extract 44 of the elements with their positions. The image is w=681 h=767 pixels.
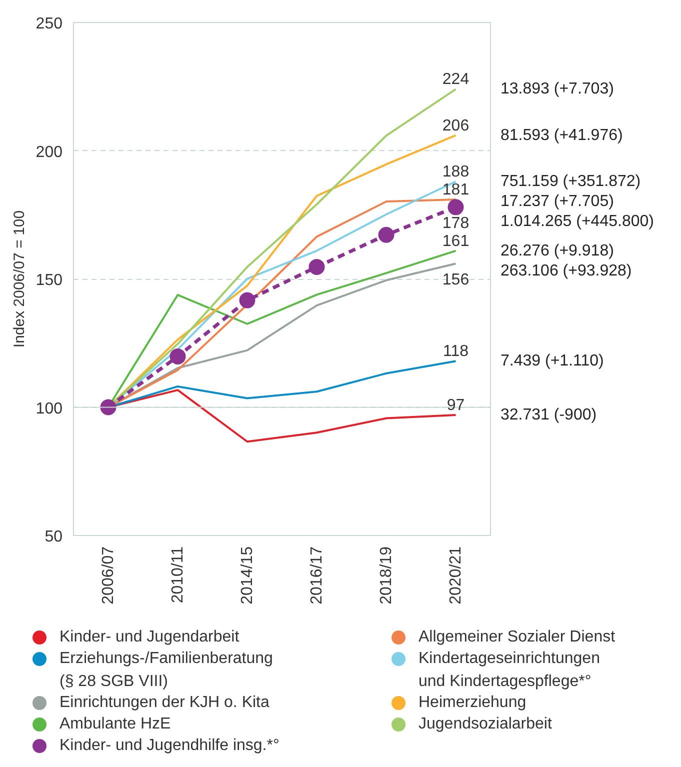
legend-label: Ambulante HzE: [60, 716, 171, 732]
y-tick-label: 200: [36, 144, 63, 161]
data-label: 178: [442, 215, 470, 232]
legend-label: Jugendsozialarbeit: [418, 716, 552, 732]
legend-label: Einrichtungen der KJH o. Kita: [60, 694, 270, 711]
x-tick-label: 2020/21: [447, 546, 464, 604]
x-tick-label: 2006/07: [100, 546, 117, 604]
point: [170, 348, 186, 364]
y-tick-label: 250: [36, 16, 63, 32]
data-label: 188: [442, 164, 470, 181]
data-label: 224: [442, 71, 470, 88]
point: [448, 199, 464, 216]
text: 263.106 (+93.928): [500, 262, 632, 280]
y-tick-label: 50: [44, 528, 63, 546]
text: 81.593 (+41.976): [500, 126, 623, 144]
legend-label: Allgemeiner Sozialer Dienst: [418, 628, 616, 646]
point: [239, 292, 256, 308]
data-label: 156: [442, 272, 470, 289]
text: 13.893 (+7.703): [500, 80, 614, 98]
text: 26.276 (+9.918): [500, 242, 614, 260]
legend-label: Kinder- und Jugendhilfe insg.*°: [60, 737, 280, 754]
point: [308, 258, 325, 275]
point: [378, 226, 394, 243]
x-tick-label: 2018/19: [378, 546, 395, 604]
y-tick-label: 150: [36, 272, 63, 289]
legend-label: Erziehungs-/Familienberatung (§ 28 SGB VIII): [60, 650, 273, 690]
y-axis-title: Index 2006/07 = 100: [10, 210, 28, 348]
text: 7.439 (+1.110): [500, 352, 604, 370]
x-tick-label: 2010/11: [169, 546, 186, 604]
data-label: 206: [442, 117, 470, 134]
text: 17.237 (+7.705): [500, 193, 614, 210]
legend-label: Kinder- und Jugendarbeit: [60, 628, 240, 646]
y-tick-label: 100: [36, 400, 63, 418]
data-label: 97: [446, 396, 465, 414]
text: 1.014.265 (+445.800): [500, 213, 654, 230]
legend-label: Heimerziehung: [418, 694, 526, 711]
x-tick-label: 2014/15: [238, 546, 256, 604]
data-label: 181: [442, 181, 470, 198]
data-label: 161: [442, 232, 470, 250]
legend-label: Kindertageseinrichtungen und Kindertagespflege*°: [418, 650, 600, 690]
data-label: 118: [442, 343, 469, 360]
x-tick-label: 2016/17: [308, 546, 326, 604]
text: 751.159 (+351.872): [500, 173, 641, 190]
text: 32.731 (-900): [500, 406, 597, 424]
